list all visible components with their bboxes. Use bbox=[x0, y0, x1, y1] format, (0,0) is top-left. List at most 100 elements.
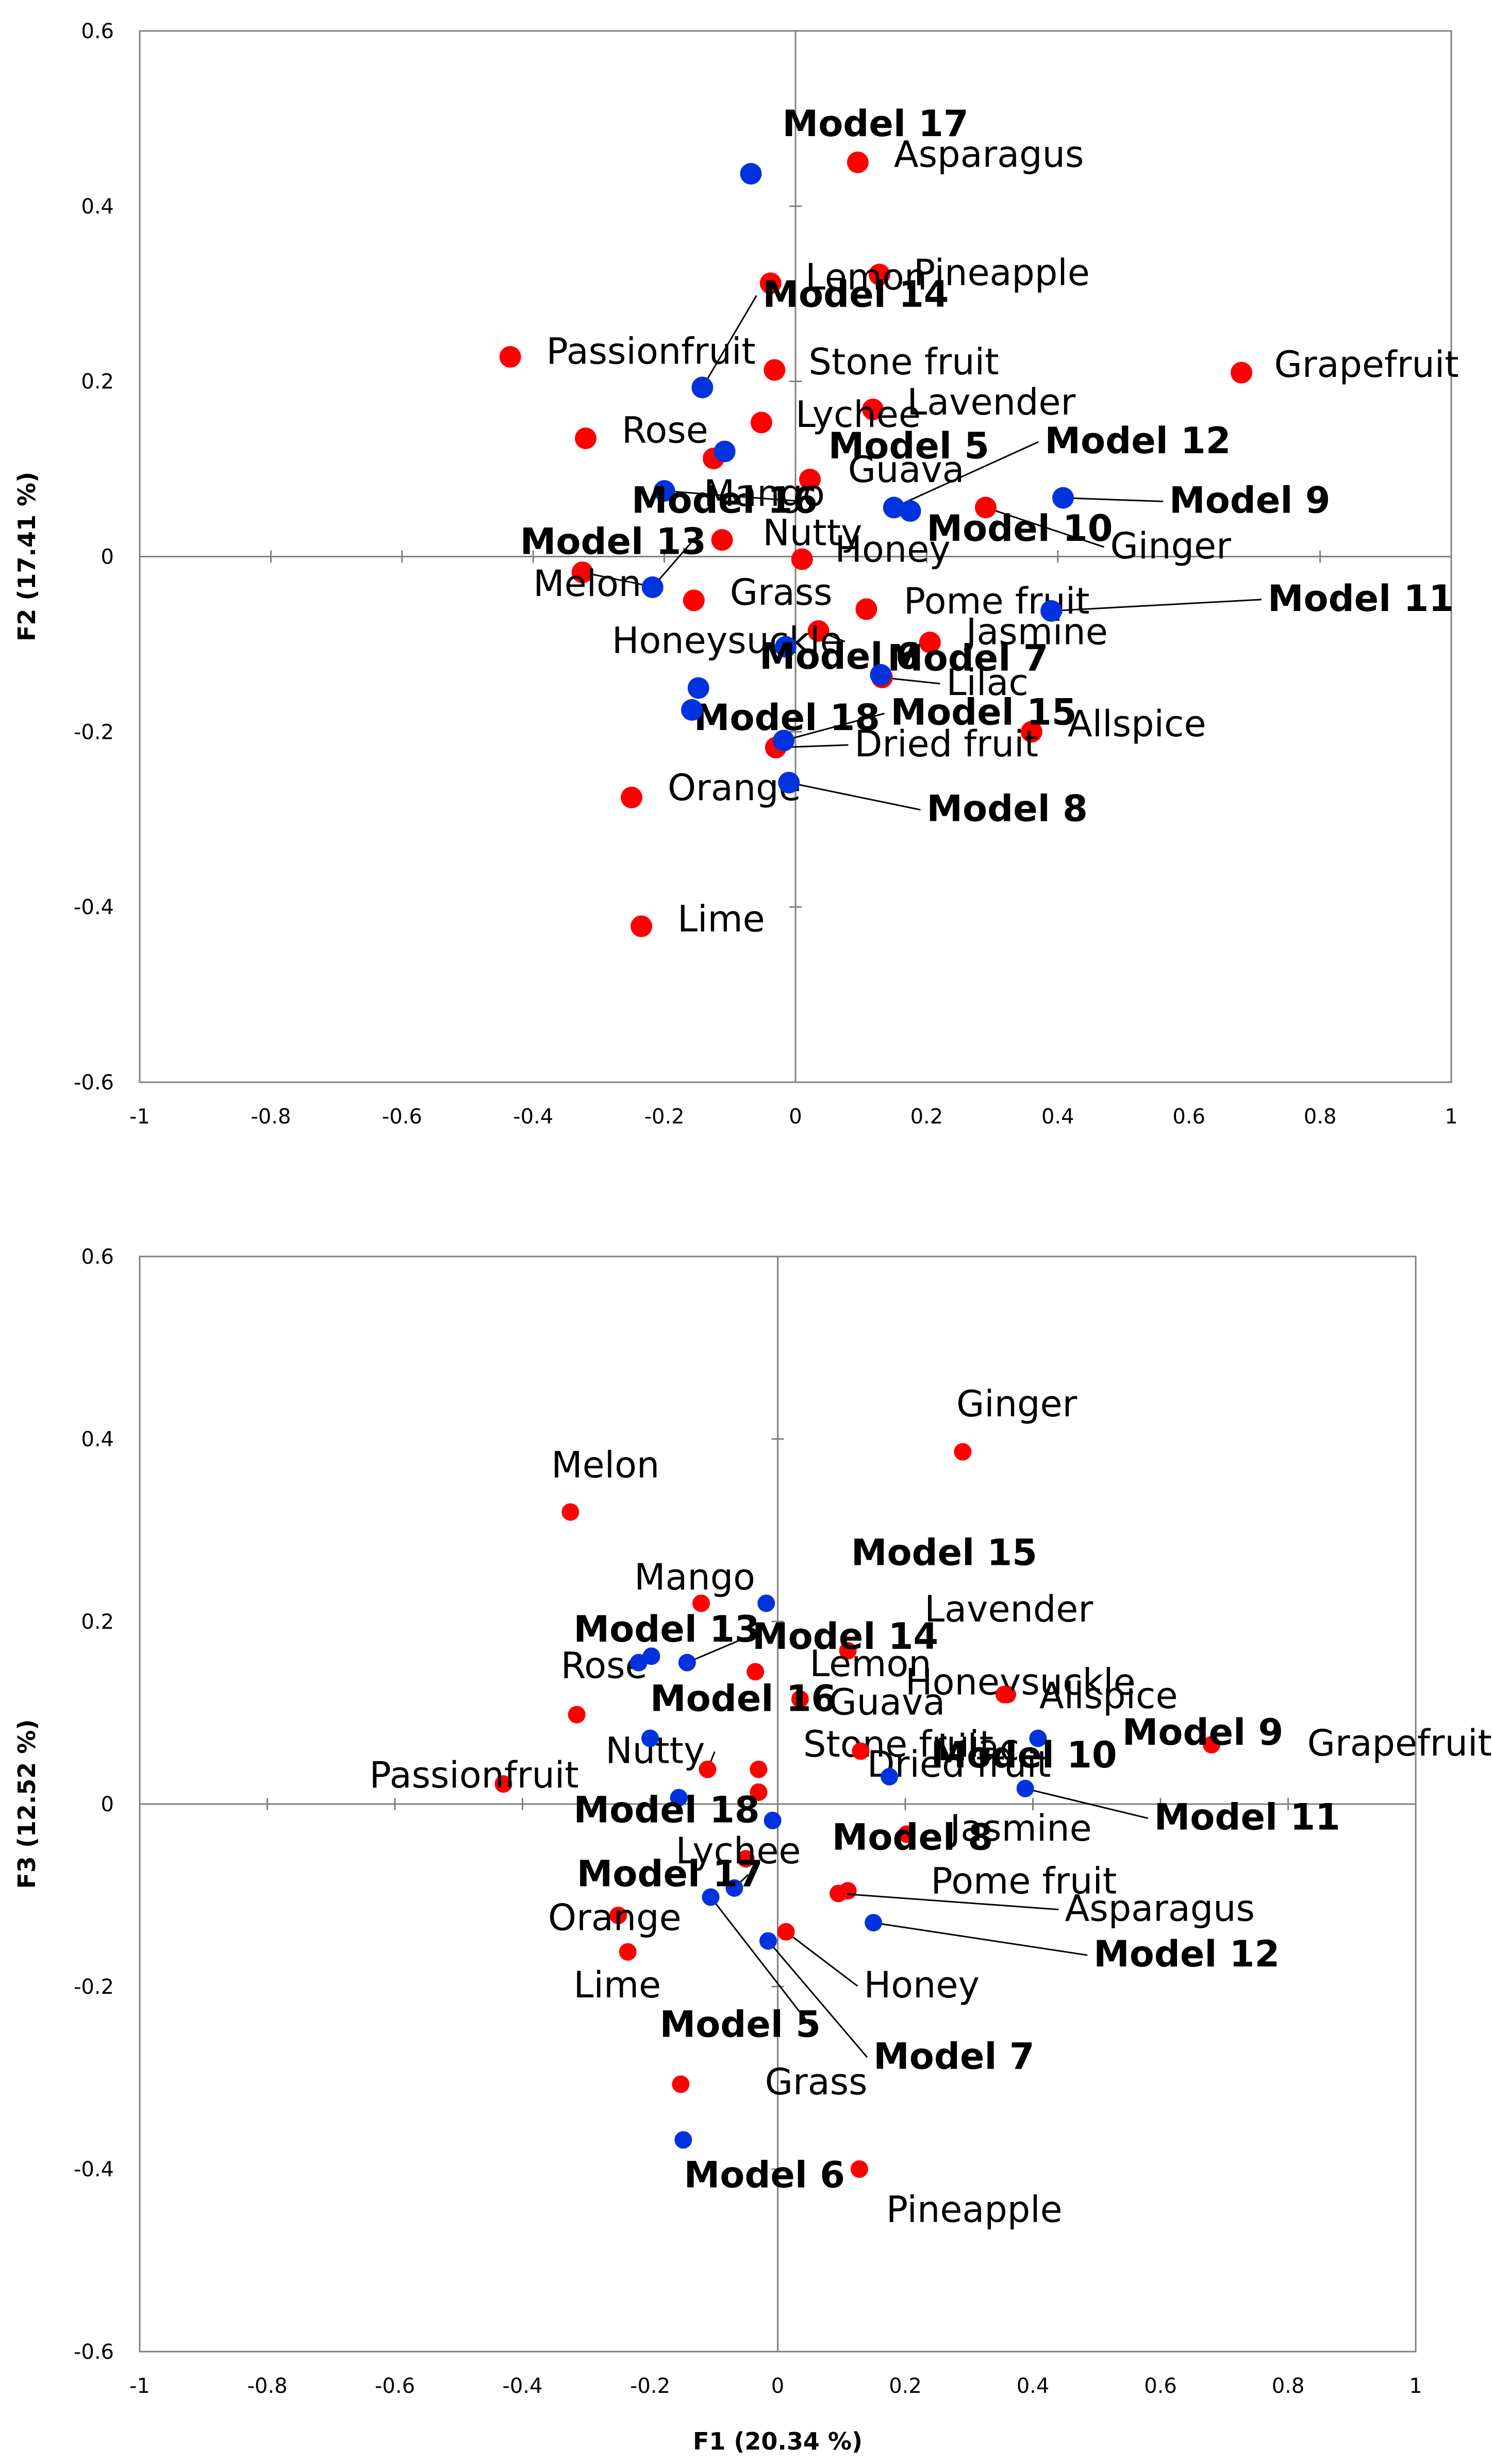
attribute-point-lemon bbox=[759, 272, 782, 294]
attribute-label-allspice: Allspice bbox=[1039, 1675, 1178, 1717]
model-point-model-13 bbox=[642, 1647, 660, 1665]
attribute-point-guava bbox=[799, 468, 821, 490]
leader-line bbox=[664, 490, 803, 503]
y-tick-label: -0.6 bbox=[74, 2340, 114, 2364]
y-tick-label: 0.2 bbox=[81, 1610, 114, 1634]
leader-line bbox=[838, 1892, 1059, 1911]
x-tick-label: 0.2 bbox=[889, 2374, 922, 2398]
model-point-model-10 bbox=[881, 1767, 899, 1785]
y-tick-label: -0.2 bbox=[74, 1975, 114, 1999]
chart-f1-f2: -1 -0.8 -0.6 -0.4 -0.2 0 0.2 0.4 0.6 0.8 1 -0.6 -0.4… bbox=[13, 20, 1459, 1129]
y-tick-label: -0.4 bbox=[74, 2158, 114, 2181]
attribute-point-pineapple bbox=[850, 2160, 868, 2178]
x-tick-label: 0.8 bbox=[1304, 1105, 1337, 1129]
attribute-point-lychee bbox=[737, 1850, 755, 1868]
model-label-model-12: Model 12 bbox=[1045, 420, 1231, 462]
x-tick-label: 0.4 bbox=[1017, 2374, 1050, 2398]
attribute-point-guava bbox=[791, 1690, 809, 1708]
x-tick-label: 1 bbox=[1445, 1105, 1457, 1129]
model-point-model-10 bbox=[899, 500, 921, 522]
x-tick-label: 0.6 bbox=[1172, 1105, 1205, 1129]
attribute-label-asparagus: Asparagus bbox=[1065, 1888, 1255, 1930]
y-axis-title: F3 (12.52 %) bbox=[13, 1719, 41, 1889]
model-point-model-18 bbox=[670, 1789, 688, 1807]
x-axis-title: F1 (20.34 %) bbox=[693, 2427, 863, 2455]
model-label-model-6: Model 6 bbox=[759, 635, 920, 677]
attribute-point-honey bbox=[791, 548, 813, 570]
x-tick-label: 0.4 bbox=[1041, 1105, 1074, 1129]
attribute-label-lime: Lime bbox=[574, 1964, 661, 2006]
attribute-label-allspice: Allspice bbox=[1068, 703, 1206, 745]
attribute-point-grapefruit bbox=[1230, 361, 1252, 384]
model-point-model-8 bbox=[778, 771, 800, 793]
model-point-model-7 bbox=[870, 664, 892, 686]
attribute-label-ginger: Ginger bbox=[1110, 525, 1232, 567]
leader-line bbox=[893, 441, 1039, 508]
model-point-model-6 bbox=[774, 636, 797, 658]
leader-line bbox=[985, 506, 1105, 548]
x-tick-label: -1 bbox=[129, 2374, 150, 2398]
model-point-model-12 bbox=[883, 497, 905, 519]
attribute-label-pome-fruit: Pome fruit bbox=[931, 1860, 1117, 1902]
model-point-model-17 bbox=[725, 1879, 743, 1897]
attribute-point-grapefruit bbox=[1203, 1735, 1220, 1754]
attribute-point-asparagus bbox=[847, 151, 869, 173]
attribute-point-jasmine bbox=[919, 632, 941, 654]
attribute-point-nutty bbox=[699, 1760, 717, 1778]
model-point-model-12 bbox=[865, 1914, 883, 1932]
model-label-model-6: Model 6 bbox=[684, 2154, 845, 2196]
attribute-point-ginger bbox=[954, 1443, 972, 1461]
attribute-point-stone-fruit bbox=[750, 1760, 768, 1778]
model-label-model-17: Model 17 bbox=[577, 1853, 763, 1895]
attribute-label-lemon: Lemon bbox=[805, 256, 927, 298]
model-point-model-7 bbox=[759, 1932, 777, 1950]
model-label-model-11: Model 11 bbox=[1154, 1796, 1340, 1839]
x-tick-label: 0.8 bbox=[1272, 2374, 1305, 2398]
attribute-label-orange: Orange bbox=[548, 1896, 682, 1939]
x-tick-label: 0.2 bbox=[910, 1105, 943, 1129]
attribute-point-grass bbox=[672, 2075, 690, 2093]
attribute-point-passionfruit bbox=[499, 346, 521, 368]
model-point-model-9 bbox=[1029, 1729, 1047, 1747]
attribute-point-allspice bbox=[1020, 721, 1042, 743]
attribute-label-asparagus: Asparagus bbox=[894, 133, 1084, 175]
model-point-model-13 bbox=[641, 576, 664, 598]
attribute-label-lychee: Lychee bbox=[795, 393, 921, 436]
attribute-point-ginger bbox=[974, 497, 997, 519]
leader-line bbox=[785, 1931, 858, 1987]
attribute-label-nutty: Nutty bbox=[762, 511, 862, 554]
model-point-model-18 bbox=[681, 699, 703, 721]
y-tick-label: 0 bbox=[101, 1793, 114, 1816]
model-point-model-5 bbox=[714, 440, 736, 462]
model-point-model-11 bbox=[1040, 600, 1063, 622]
attribute-label-mango: Mango bbox=[704, 472, 825, 515]
attribute-point-pineapple bbox=[868, 263, 890, 286]
attribute-point-rose bbox=[568, 1706, 586, 1724]
model-label-model-9: Model 9 bbox=[1122, 1711, 1283, 1754]
x-tick-label: 0 bbox=[771, 2374, 784, 2398]
attribute-point-lavender bbox=[862, 399, 884, 421]
attribute-label-jasmine: Jasmine bbox=[964, 610, 1108, 653]
model-point-model-14 bbox=[678, 1653, 696, 1672]
attribute-point-lavender bbox=[839, 1642, 857, 1660]
attribute-point-stone-fruit bbox=[764, 359, 786, 381]
x-tick-label: -0.4 bbox=[502, 2374, 542, 2398]
attribute-point-honeysuckle bbox=[807, 620, 830, 642]
model-label-model-11: Model 11 bbox=[1268, 577, 1454, 620]
model-label-model-15: Model 15 bbox=[851, 1531, 1037, 1574]
attribute-label-honey: Honey bbox=[864, 1964, 980, 2006]
attribute-label-lemon: Lemon bbox=[809, 1643, 931, 1685]
attribute-point-allspice bbox=[995, 1685, 1013, 1704]
attribute-label-pineapple: Pineapple bbox=[886, 2189, 1063, 2231]
attribute-label-ginger: Ginger bbox=[956, 1383, 1077, 1425]
model-point-model-16 bbox=[641, 1729, 659, 1747]
model-label-model-15: Model 15 bbox=[890, 691, 1076, 734]
y-tick-label: -0.4 bbox=[74, 896, 114, 919]
leader-line bbox=[1063, 497, 1164, 503]
attribute-point-lilac bbox=[852, 1742, 870, 1760]
leader-line bbox=[1051, 599, 1262, 612]
model-label-model-9: Model 9 bbox=[1169, 479, 1330, 522]
attribute-label-passionfruit: Passionfruit bbox=[370, 1754, 579, 1796]
attribute-label-rose: Rose bbox=[622, 409, 708, 452]
attribute-label-grass: Grass bbox=[765, 2061, 868, 2103]
